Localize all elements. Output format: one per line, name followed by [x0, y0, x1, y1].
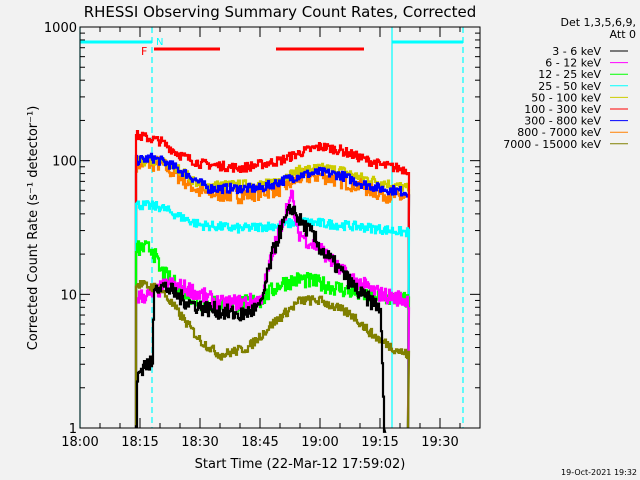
- x-axis-label: Start Time (22-Mar-12 17:59:02): [195, 457, 406, 472]
- series-line-300-800keV: [134, 152, 411, 429]
- chart-title: RHESSI Observing Summary Count Rates, Co…: [84, 3, 477, 21]
- x-tick-label: 18:15: [121, 435, 158, 450]
- legend-label: 3 - 6 keV: [552, 45, 601, 58]
- y-axis-label: Corrected Count Rate (s⁻¹ detector⁻¹): [26, 106, 41, 351]
- y-tick-label: 1000: [44, 21, 77, 36]
- legend-label: 6 - 12 keV: [545, 57, 601, 70]
- axes: 18:00 18:15 18:30 18:45 19:00 19:15 19:30 1 10 10…: [44, 21, 481, 450]
- flag-f-label: F: [141, 45, 147, 58]
- series-line-25-50keV: [134, 200, 411, 429]
- x-tick-label: 18:00: [61, 435, 98, 450]
- y-tick-label: 1: [69, 422, 77, 437]
- legend-header-1: Det 1,3,5,6,9,: [560, 16, 636, 29]
- flag-n-label: N: [156, 37, 163, 48]
- legend-label: 50 - 100 keV: [531, 91, 601, 104]
- y-tick-label: 100: [52, 155, 77, 170]
- legend-label: 12 - 25 keV: [538, 68, 601, 81]
- x-tick-label: 19:30: [421, 435, 458, 450]
- legend-label: 800 - 7000 keV: [517, 126, 601, 139]
- x-tick-label: 18:45: [241, 435, 278, 450]
- legend-header-2: Att 0: [610, 28, 636, 41]
- series-line-100-300keV: [134, 130, 411, 429]
- series-line-7000-15000keV: [134, 280, 411, 429]
- footer-timestamp: 19-Oct-2021 19:32: [561, 468, 637, 477]
- legend-label: 25 - 50 keV: [538, 80, 601, 93]
- legend-label: 7000 - 15000 keV: [503, 138, 601, 151]
- x-tick-label: 18:30: [181, 435, 218, 450]
- series-line-3-6keV: [134, 204, 387, 433]
- x-tick-label: 19:15: [361, 435, 398, 450]
- legend-label: 300 - 800 keV: [524, 115, 601, 128]
- legend-label: 100 - 300 keV: [524, 103, 601, 116]
- y-tick-label: 10: [60, 288, 77, 303]
- x-tick-label: 19:00: [301, 435, 338, 450]
- plot-area: FN: [79, 27, 464, 433]
